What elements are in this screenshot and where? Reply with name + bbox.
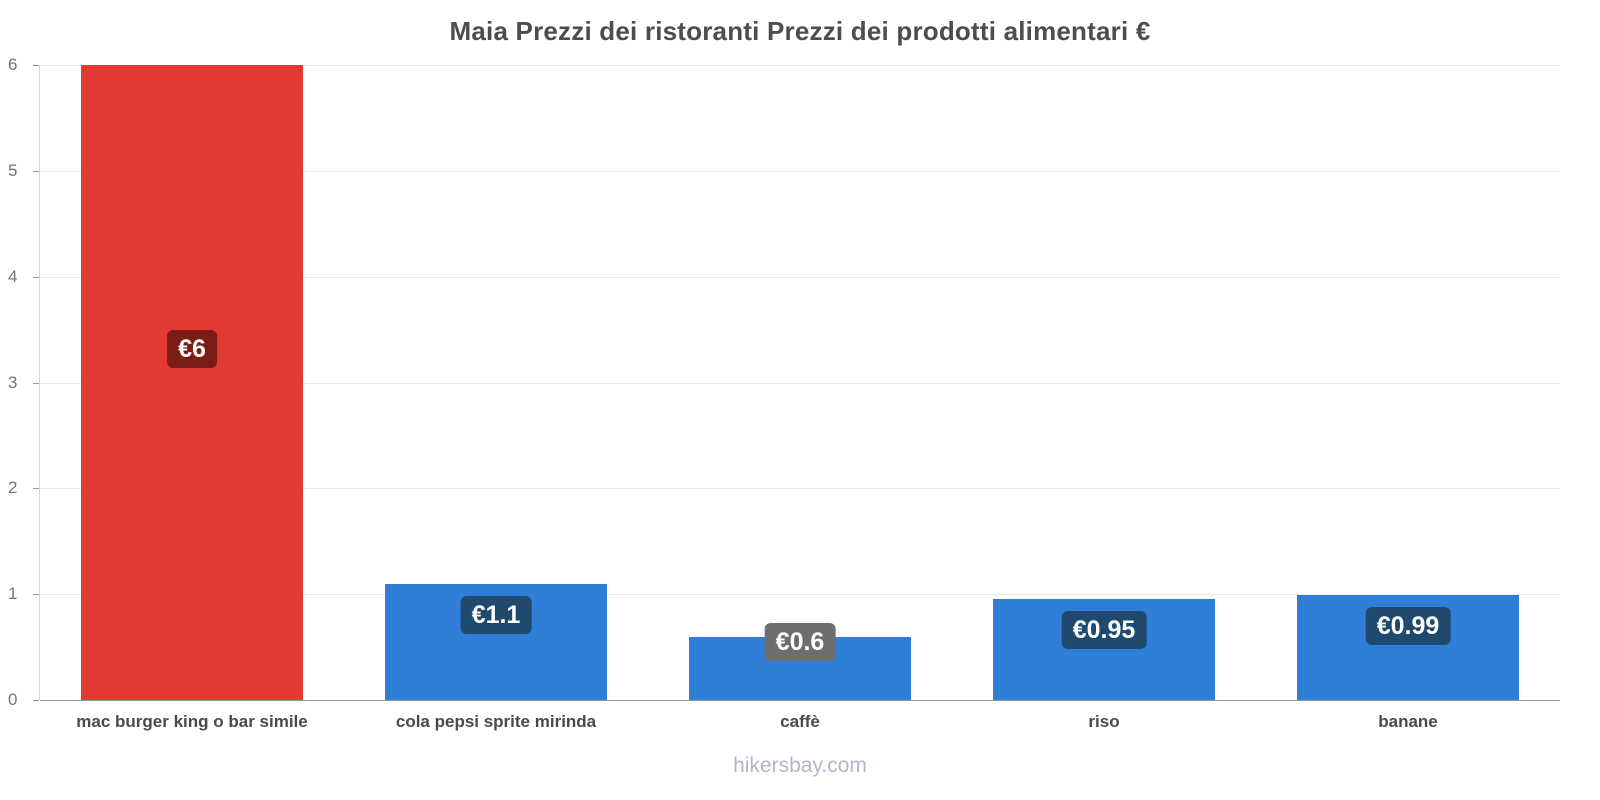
x-tick-label-5: banane — [1378, 712, 1438, 731]
gridline-y-1 — [40, 594, 1560, 596]
gridline-y-3 — [40, 382, 1560, 384]
y-tick-mark-5 — [33, 170, 39, 172]
y-tick-label-2: 2 — [8, 478, 18, 498]
value-badge-4: €0.95 — [1061, 611, 1147, 650]
x-tick-label-1: mac burger king o bar simile — [76, 712, 308, 731]
x-tick-label-4: riso — [1088, 712, 1120, 731]
watermark: hikersbay.com — [733, 754, 867, 777]
plot-area: €6 €1.1 €0.6 €0.95 €0.99 — [39, 65, 1560, 701]
value-badge-1: €6 — [167, 330, 217, 368]
x-axis-line — [40, 700, 1560, 701]
y-tick-label-4: 4 — [8, 266, 18, 286]
y-tick-label-0: 0 — [8, 690, 18, 709]
gridline-y-6 — [40, 65, 1560, 66]
y-tick-mark-6 — [33, 65, 39, 66]
chart-title: Maia Prezzi dei ristoranti Prezzi dei pr… — [449, 16, 1151, 46]
value-badge-2: €1.1 — [460, 595, 532, 634]
value-badge-5: €0.99 — [1365, 607, 1451, 646]
x-tick-label-2: cola pepsi sprite mirinda — [395, 712, 597, 731]
gridline-y-2 — [40, 488, 1560, 490]
y-tick-label-1: 1 — [8, 584, 18, 604]
y-tick-label-5: 5 — [8, 160, 18, 180]
y-tick-mark-0 — [33, 700, 39, 701]
y-tick-mark-1 — [33, 594, 39, 596]
x-tick-label-3: caffè — [780, 712, 820, 731]
bar-1 — [81, 65, 303, 700]
y-tick-mark-3 — [33, 382, 39, 384]
y-tick-label-3: 3 — [8, 372, 18, 392]
value-badge-3: €0.6 — [764, 622, 836, 661]
y-axis-line — [39, 65, 40, 700]
y-tick-mark-4 — [33, 276, 39, 278]
y-tick-mark-2 — [33, 488, 39, 490]
gridline-y-4 — [40, 276, 1560, 278]
gridline-y-5 — [40, 170, 1560, 172]
y-tick-label-6: 6 — [8, 55, 18, 74]
